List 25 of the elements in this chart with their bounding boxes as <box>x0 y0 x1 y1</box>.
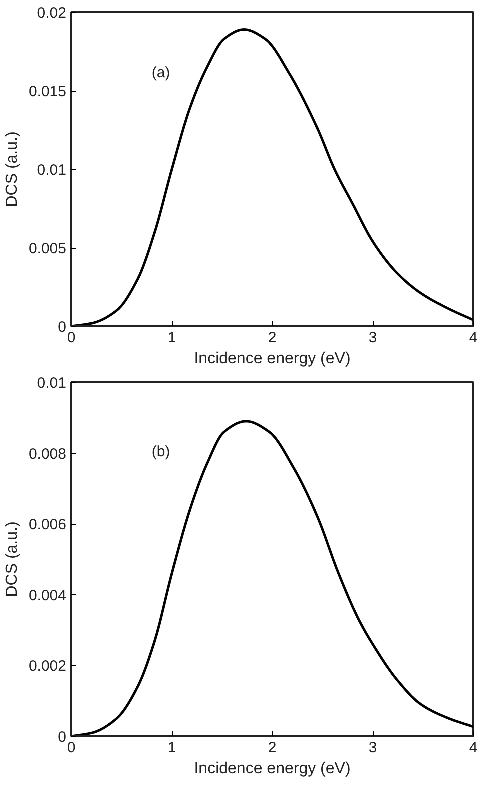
x-axis-title: Incidence energy (eV) <box>194 760 351 778</box>
annotation: (a) <box>152 64 170 82</box>
x-tick-label: 1 <box>168 740 176 756</box>
y-tick-label: 0.02 <box>37 5 67 22</box>
annotation: (b) <box>152 443 170 460</box>
x-tick-label: 4 <box>469 740 478 756</box>
y-axis-title: DCS (a.u.) <box>4 522 21 598</box>
x-tick-label: 2 <box>268 740 277 756</box>
x-tick-label: 3 <box>368 330 378 346</box>
x-tick-label: 3 <box>368 740 378 756</box>
y-tick-label: 0.015 <box>28 84 67 100</box>
y-tick-label: 0.01 <box>37 375 67 392</box>
x-axis-title: Incidence energy (eV) <box>194 350 351 368</box>
x-tick-label: 1 <box>168 330 176 346</box>
y-tick-label: 0 <box>58 319 66 336</box>
x-tick-label: 2 <box>268 330 277 346</box>
y-tick-label: 0.008 <box>28 446 67 463</box>
y-tick-label: 0.004 <box>28 587 67 604</box>
y-tick-label: 0.01 <box>37 162 67 179</box>
y-tick-label: 0.006 <box>28 516 67 534</box>
y-tick-label: 0.005 <box>28 240 67 258</box>
y-tick-label: 0.002 <box>28 658 67 676</box>
y-axis-title: DCS (a.u.) <box>4 132 21 208</box>
x-tick-label: 4 <box>469 330 478 346</box>
y-tick-label: 0 <box>58 729 66 746</box>
